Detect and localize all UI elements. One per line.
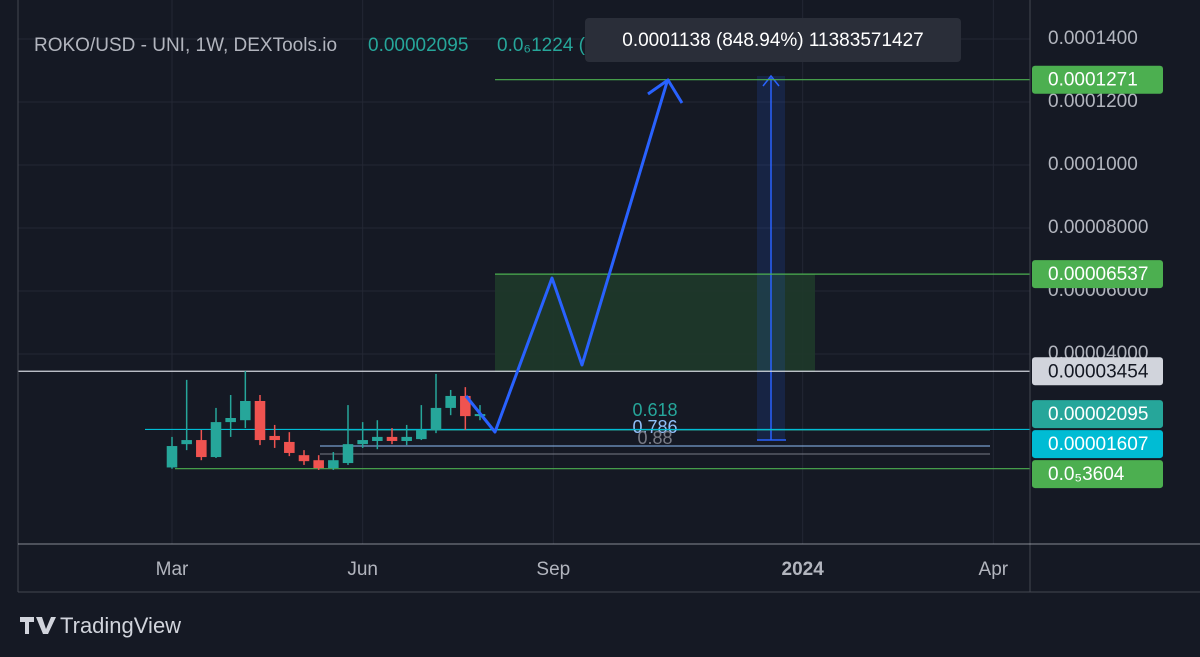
candle-body (401, 436, 412, 441)
price-label-box (1032, 400, 1163, 429)
x-axis: Mar Jun Sep 2024 Apr (156, 559, 1009, 580)
candle-body (181, 440, 192, 445)
fib-label: 0.618 (632, 400, 677, 420)
candle-body (328, 460, 339, 469)
x-tick-label: Jun (347, 559, 378, 580)
y-tick-label: 0.0001200 (1048, 91, 1138, 112)
price-label: 0.0₅3604 (1048, 464, 1125, 485)
price-label-box (1032, 65, 1163, 94)
candle-body (430, 407, 442, 430)
price-label: 0.00006537 (1048, 264, 1148, 285)
y-tick-label: 0.0001000 (1048, 154, 1138, 175)
price-label-box (1032, 460, 1163, 489)
price-label: 0.00002095 (1048, 404, 1148, 425)
price-label: 0.0001271 (1048, 70, 1138, 91)
logo (20, 617, 56, 634)
candle-body (298, 455, 310, 462)
grid (18, 0, 1030, 544)
logo-mark (20, 617, 56, 634)
y-tick-label: 0.00008000 (1048, 217, 1148, 238)
x-tick-label: 2024 (782, 559, 825, 580)
price-labels: 0.0001271 0.00006537 0.00003454 0.00002095 0… (1032, 65, 1163, 489)
candle-body (386, 436, 398, 441)
candle-body (225, 418, 236, 423)
projection (464, 78, 684, 434)
y-tick-label: 0.0001400 (1048, 28, 1138, 49)
candle-body (342, 444, 354, 464)
fib-label: 0.88 (637, 428, 672, 448)
price-lines (18, 79, 1030, 470)
candle-body (313, 460, 324, 469)
candle-body (210, 422, 222, 458)
candle-body (445, 395, 456, 408)
x-tick-label: Sep (536, 559, 570, 580)
projection-arrowhead (647, 78, 684, 104)
price-label-box (1032, 430, 1163, 459)
price-label-box (1032, 260, 1163, 289)
candle-body (166, 446, 178, 468)
last-price: 0.00002095 (368, 35, 468, 56)
candle-body (460, 395, 471, 417)
x-tick-label: Mar (156, 559, 189, 580)
candle-body (269, 435, 280, 441)
candle-body (240, 400, 251, 421)
projection-path (464, 81, 669, 434)
candle-body (372, 436, 383, 441)
brand: TradingView (60, 613, 181, 638)
price-label: 0.00003454 (1048, 361, 1149, 382)
fib-label: 0.786 (632, 417, 677, 437)
price-label-box (1032, 357, 1163, 386)
tooltip: 0.0001138 (848.94%) 11383571427 (622, 30, 923, 51)
candle-body (254, 400, 266, 441)
measure-arrowhead (762, 74, 780, 87)
tooltip-box (585, 18, 961, 62)
candle-body (416, 429, 427, 440)
candle-body (357, 440, 368, 445)
symbol: ROKO/USD - UNI, 1W, DEXTools.io (34, 35, 337, 56)
candle-body (284, 441, 295, 453)
candle-body (196, 440, 207, 458)
price-label: 0.00001607 (1048, 434, 1148, 455)
x-tick-label: Apr (979, 559, 1009, 580)
